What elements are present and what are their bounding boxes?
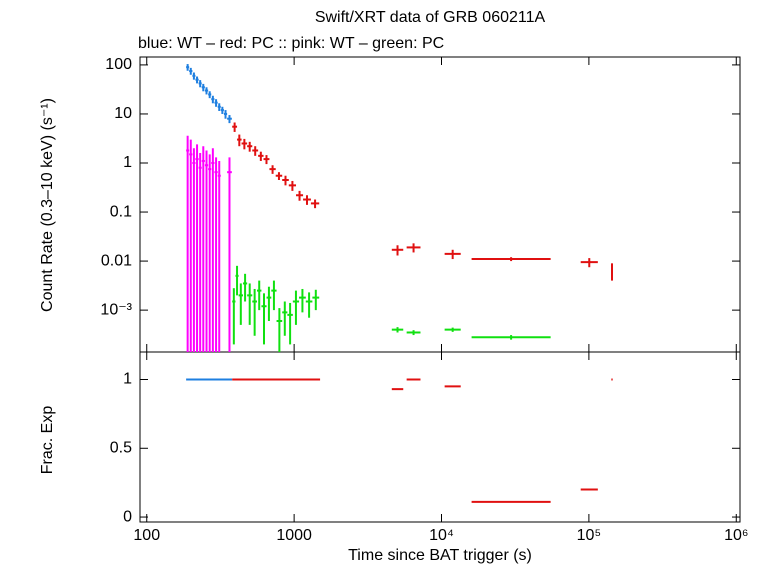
y-tick-label: 0 [123, 508, 132, 525]
y-tick-label: 1 [123, 371, 132, 388]
y-tick-label: 10 [114, 105, 132, 122]
x-axis-label: Time since BAT trigger (s) [348, 547, 532, 564]
chart-title: Swift/XRT data of GRB 060211A [315, 9, 546, 26]
y-tick-label: 100 [105, 56, 132, 73]
x-tick-label: 10⁴ [429, 527, 454, 544]
y-tick-label: 0.01 [101, 252, 132, 269]
x-tick-label: 1000 [276, 527, 312, 544]
chart-subtitle: blue: WT – red: PC :: pink: WT – green: … [138, 35, 444, 52]
y-tick-label: 0.5 [110, 439, 132, 456]
y-tick-label: 1 [123, 154, 132, 171]
x-tick-label: 10⁵ [577, 527, 601, 544]
y-tick-label: 0.1 [110, 203, 132, 220]
y-axis-label: Count Rate (0.3–10 keV) (s⁻¹) [39, 98, 56, 312]
y-tick-label: 10⁻³ [100, 301, 132, 318]
y-axis-label: Frac. Exp [39, 406, 56, 475]
x-tick-label: 10⁶ [724, 527, 748, 544]
x-tick-label: 100 [133, 527, 160, 544]
plot-frame [139, 351, 741, 523]
